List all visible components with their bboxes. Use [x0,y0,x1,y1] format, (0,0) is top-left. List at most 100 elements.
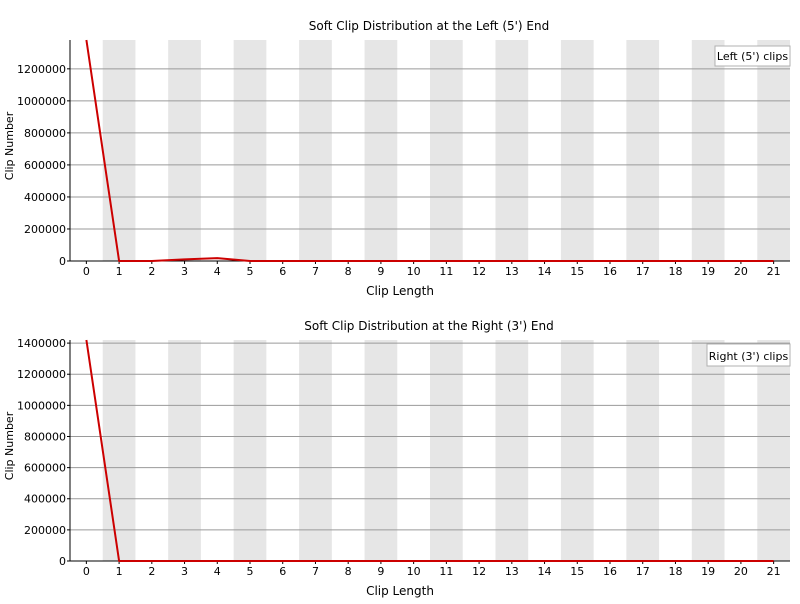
x-tick-label: 10 [407,565,421,578]
x-tick-label: 18 [668,265,682,278]
y-tick-label: 1000000 [17,399,66,412]
band-11 [430,40,463,261]
chart-title: Soft Clip Distribution at the Left (5') … [309,19,549,33]
y-axis-label: Clip Number [3,111,16,180]
band-21 [757,340,790,561]
y-axis-label: Clip Number [3,411,16,480]
legend-label: Right (3') clips [709,350,789,363]
band-3 [168,340,201,561]
band-7 [299,40,332,261]
band-9 [364,40,398,261]
series-line-0 [85,339,774,562]
series-lines [85,339,774,562]
y-tick-labels: 0 200000 400000 600000 800000 1000000 1200000 [17,63,66,268]
x-tick-label: 9 [377,565,384,578]
x-tick-label: 12 [472,565,486,578]
x-tick-label: 18 [668,565,682,578]
plot-bands [102,340,790,561]
legend-box [706,343,791,367]
x-tick-label: 10 [407,265,421,278]
x-tick-label: 13 [505,265,519,278]
x-tick-label: 19 [701,565,715,578]
x-tick-label: 7 [312,265,319,278]
x-tick-labels: 0 1 2 3 4 5 6 7 8 9 10 11 12 13 14 15 16 17 18 19 20 21 [83,565,781,578]
x-tick-label: 12 [472,265,486,278]
legend-label: Left (5') clips [717,50,788,63]
x-tick-label: 4 [214,565,221,578]
y-tick-label: 0 [59,255,66,268]
x-tick-labels: 0 1 2 3 4 5 6 7 8 9 10 11 12 13 14 15 16 17 18 19 20 21 [83,265,781,278]
band-15 [560,340,594,561]
plot-bands [102,40,790,261]
band-1 [102,40,136,261]
band-3 [168,40,201,261]
series-line-0 [85,39,774,262]
y-tick-label: 400000 [24,493,66,506]
legend: Right (3') clips [706,343,791,367]
x-tick-label: 15 [570,565,584,578]
x-tick-label: 16 [603,265,617,278]
x-tick-label: 9 [377,265,384,278]
x-tick-label: 2 [148,265,155,278]
x-tick-label: 13 [505,565,519,578]
x-tick-label: 6 [279,265,286,278]
y-tick-labels: 0 200000 400000 600000 800000 1000000 1200000 1… [17,337,66,568]
x-axis-label: Clip Length [366,284,434,298]
y-tick-label: 400000 [24,191,66,204]
x-tick-label: 4 [214,265,221,278]
x-tick-label: 0 [83,265,90,278]
grid-lines [70,68,790,230]
x-tick-label: 20 [734,265,748,278]
chart-left-5-prime: Soft Clip Distribution at the Left (5') … [3,19,791,298]
y-tick-label: 800000 [24,430,66,443]
x-tick-label: 11 [439,565,453,578]
band-5 [233,340,267,561]
x-tick-label: 3 [181,265,188,278]
x-tick-label: 5 [247,265,254,278]
band-13 [495,40,529,261]
x-tick-label: 20 [734,565,748,578]
x-tick-label: 21 [767,265,781,278]
legend-box [714,45,791,67]
x-tick-label: 3 [181,565,188,578]
y-tick-label: 600000 [24,462,66,475]
y-tick-label: 200000 [24,223,66,236]
legend: Left (5') clips [714,45,791,67]
band-9 [364,340,398,561]
x-axis-label: Clip Length [366,584,434,598]
band-19 [691,40,725,261]
x-tick-label: 17 [636,265,650,278]
y-tick-label: 600000 [24,159,66,172]
y-tick-label: 1200000 [17,368,66,381]
grid-lines [70,342,790,531]
x-tick-label: 15 [570,265,584,278]
band-11 [430,340,463,561]
y-tick-label: 800000 [24,127,66,140]
x-tick-label: 19 [701,265,715,278]
x-tick-label: 11 [439,265,453,278]
band-17 [626,340,660,561]
chart-right-3-prime: Soft Clip Distribution at the Right (3')… [3,319,791,598]
y-tick-label: 0 [59,555,66,568]
band-13 [495,340,529,561]
x-tick-label: 14 [538,565,552,578]
x-tick-label: 6 [279,565,286,578]
y-tick-label: 200000 [24,524,66,537]
series-lines [85,39,774,262]
y-tick-label: 1000000 [17,95,66,108]
y-tick-label: 1400000 [17,337,66,350]
x-tick-label: 21 [767,565,781,578]
chart-title: Soft Clip Distribution at the Right (3')… [304,319,554,333]
x-tick-label: 5 [247,565,254,578]
y-tick-label: 1200000 [17,63,66,76]
band-19 [691,340,725,561]
band-17 [626,40,660,261]
x-tick-label: 8 [345,265,352,278]
band-1 [102,340,136,561]
x-tick-label: 1 [116,565,123,578]
x-tick-label: 2 [148,565,155,578]
band-5 [233,40,267,261]
x-tick-label: 1 [116,265,123,278]
